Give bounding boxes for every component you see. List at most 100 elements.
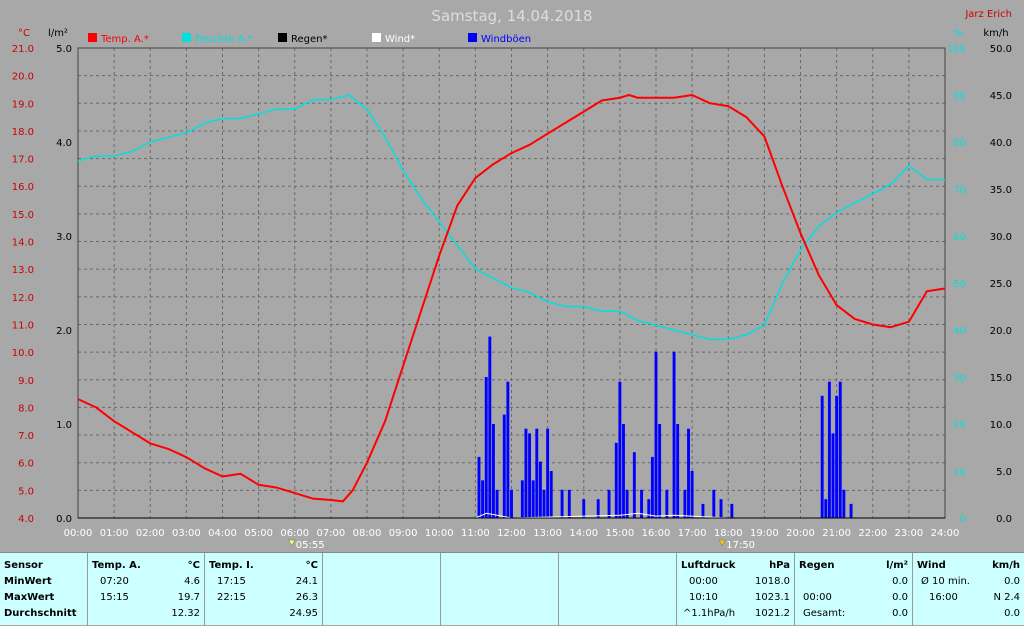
- x-tick-label: 15:00: [605, 528, 634, 539]
- x-tick-label: 19:00: [750, 528, 779, 539]
- temp-a-column: Temp. A. °C 07:20 4.6 15:15 19.7 12.32: [88, 553, 205, 626]
- x-tick-label: 11:00: [461, 528, 490, 539]
- x-tick-label: 23:00: [894, 528, 923, 539]
- wind-tick-label: 35.0: [990, 185, 1012, 196]
- x-tick-label: 21:00: [822, 528, 851, 539]
- rain-column: Regen l/m² 0.0 00:00 0.0 Gesamt: 0.0: [795, 553, 913, 626]
- gust-bar: [520, 480, 524, 518]
- chart-title: Samstag, 14.04.2018: [431, 7, 592, 25]
- gust-bar: [535, 428, 539, 518]
- rain-total-label: Gesamt:: [803, 608, 846, 619]
- temp-tick-label: 10.0: [12, 348, 34, 359]
- rain-total-value: 0.0: [892, 608, 908, 619]
- temp-tick-label: 4.0: [18, 514, 34, 525]
- temp-i-avg-value: 24.95: [289, 608, 318, 619]
- y-axes: 21.0 20.0 19.0 18.0 17.0 16.0 15.0 14.0 13.0 12.0…: [12, 44, 1012, 525]
- x-tick-label: 10:00: [425, 528, 454, 539]
- temp-a-avg-value: 12.32: [171, 608, 200, 619]
- x-axis: 00:00 01:00 02:00 03:00 04:00 05:00 06:00 07:00…: [64, 528, 960, 539]
- temp-tick-label: 16.0: [12, 182, 34, 193]
- gust-bar: [676, 424, 680, 518]
- rain-tick-label: 1.0: [56, 420, 72, 431]
- weather-chart: Samstag, 14.04.2018 Jarz Erich °C l/m² %…: [12, 7, 1012, 551]
- humidity-tick-label: 0: [960, 514, 966, 525]
- wind-tick-label: 25.0: [990, 279, 1012, 290]
- sunset-marker-icon: [718, 539, 726, 547]
- legend-swatch: [88, 33, 97, 42]
- wind-tick-label: 15.0: [990, 373, 1012, 384]
- gust-bar: [506, 381, 510, 518]
- temp-i-unit: °C: [305, 560, 318, 571]
- stats-table: Sensor MinWert MaxWert Durchschnitt Temp…: [0, 552, 1024, 626]
- gust-bar: [614, 442, 618, 518]
- temp-tick-label: 9.0: [18, 376, 34, 387]
- wind-tick-label: 5.0: [996, 467, 1012, 478]
- humidity-tick-label: 90: [953, 91, 966, 102]
- gust-bar: [701, 503, 705, 518]
- rain-tick-label: 5.0: [56, 44, 72, 55]
- rain-tick-label: 0.0: [56, 514, 72, 525]
- legend-swatch: [182, 33, 191, 42]
- x-tick-label: 04:00: [208, 528, 237, 539]
- series-lines: [77, 94, 946, 519]
- empty-column-3: [559, 553, 677, 626]
- gust-bar: [838, 381, 842, 518]
- gust-bar: [546, 428, 550, 518]
- gust-bar: [488, 336, 492, 518]
- temp-tick-label: 12.0: [12, 293, 34, 304]
- legend: Temp. A.* Feuchte A.* Regen* Wind* Windböen: [88, 33, 531, 45]
- x-tick-label: 12:00: [497, 528, 526, 539]
- humidity-tick-label: 40: [953, 326, 966, 337]
- x-tick-label: 05:00: [244, 528, 273, 539]
- temp-tick-label: 17.0: [12, 155, 34, 166]
- wind-max-value: N 2.4: [993, 592, 1020, 603]
- wind-tick-label: 10.0: [990, 420, 1012, 431]
- gust-bar: [658, 424, 662, 518]
- gust-bar: [672, 351, 676, 518]
- humidity-tick-label: 30: [953, 373, 966, 384]
- temp-a-header: Temp. A.: [92, 560, 141, 571]
- gust-bar: [582, 499, 586, 518]
- wind-column: Wind km/h Ø 10 min. 0.0 16:00 N 2.4 0.0: [913, 553, 1024, 626]
- gust-bar: [647, 499, 651, 518]
- pressure-max-time: 10:10: [689, 592, 718, 603]
- x-tick-label: 22:00: [858, 528, 887, 539]
- rain-tick-label: 2.0: [56, 326, 72, 337]
- gust-bar: [824, 499, 828, 518]
- humidity-tick-label: 80: [953, 138, 966, 149]
- gust-bar: [622, 424, 625, 518]
- humidity-tick-label: 70: [953, 185, 966, 196]
- rain-row2-value: 0.0: [892, 592, 908, 603]
- gust-bar: [596, 499, 600, 518]
- sun-markers: 05:55 17:50: [288, 539, 755, 551]
- gust-bar: [820, 395, 824, 518]
- empty-column-2: [441, 553, 559, 626]
- humidity-tick-label: 10: [953, 467, 966, 478]
- gust-bar: [510, 489, 513, 518]
- rain-row1-value: 0.0: [892, 576, 908, 587]
- gust-bar: [632, 452, 636, 518]
- humidity-tick-label: 100: [947, 44, 966, 55]
- wind-tick-label: 0.0: [996, 514, 1012, 525]
- humidity-tick-label: 60: [953, 232, 966, 243]
- pressure-column: Luftdruck hPa 00:00 1018.0 10:10 1023.1 ^1.…: [677, 553, 795, 626]
- sensor-header: Sensor: [4, 560, 43, 571]
- rain-tick-label: 4.0: [56, 138, 72, 149]
- wind-tick-label: 50.0: [990, 44, 1012, 55]
- wind-axis-unit: km/h: [983, 28, 1008, 39]
- humidity-axis-unit: %: [953, 28, 963, 39]
- x-tick-label: 18:00: [714, 528, 743, 539]
- temp-a-min-time: 07:20: [100, 576, 129, 587]
- gust-bar: [477, 456, 481, 518]
- temp-tick-label: 8.0: [18, 403, 34, 414]
- gust-bar: [849, 503, 853, 518]
- wind-max-time: 16:00: [929, 592, 958, 603]
- temp-a-unit: °C: [187, 560, 200, 571]
- temp-i-min-value: 24.1: [295, 576, 318, 587]
- legend-swatch: [468, 33, 477, 42]
- pressure-unit: hPa: [769, 560, 790, 571]
- rain-header: Regen: [799, 560, 835, 571]
- humidity-tick-label: 20: [953, 420, 966, 431]
- gust-bar: [531, 480, 535, 518]
- temp-tick-label: 20.0: [12, 72, 34, 83]
